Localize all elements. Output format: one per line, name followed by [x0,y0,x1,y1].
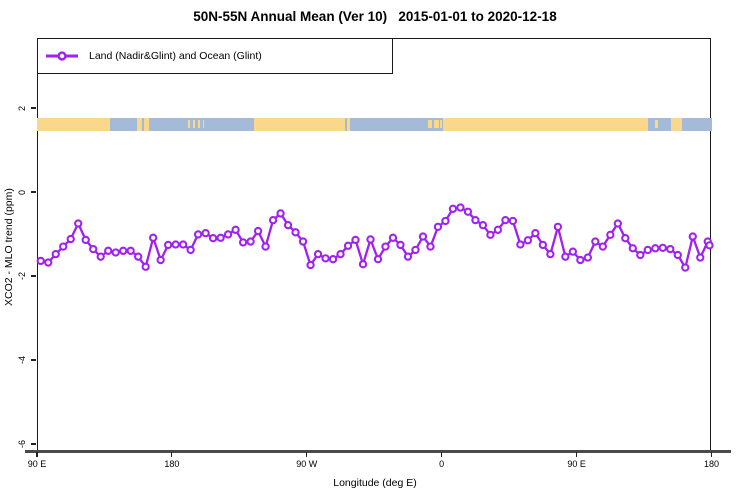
data-point-marker [493,225,503,234]
data-point-marker [636,250,645,260]
data-point-marker [201,229,210,238]
data-point-marker [216,233,225,242]
data-point-marker [186,245,195,255]
data-point-marker [66,234,75,244]
data-point-marker [44,258,53,267]
data-point-marker [81,235,90,245]
data-point-marker [516,240,525,249]
data-point-marker [343,241,353,250]
data-point-marker [366,235,375,244]
data-point-marker [336,250,345,259]
data-point-marker [651,244,660,253]
data-point-marker [433,222,443,232]
data-point-marker [471,215,480,225]
data-point-marker [291,228,300,237]
data-point-marker [643,245,652,255]
data-point-marker [388,233,398,242]
legend-box: Land (Nadir&Glint) and Ocean (Glint) [37,38,393,74]
data-point-marker [561,252,570,261]
data-point-marker [134,252,143,261]
data-point-marker [583,253,592,262]
data-point-marker [111,248,120,257]
data-point-marker [418,232,428,241]
x-axis-title: Longitude (deg E) [333,477,417,489]
data-point-marker [681,263,690,272]
data-point-marker [126,246,135,255]
data-point-marker [486,230,495,239]
data-point-marker [523,236,533,245]
data-point-marker [253,226,263,236]
data-point-marker [501,215,510,225]
data-point-marker [283,221,293,230]
data-point-marker [306,260,315,270]
chart-title: 50N-55N Annual Mean (Ver 10) 2015-01-01 … [193,9,557,24]
data-point-marker [178,240,188,249]
data-point-marker [568,247,578,256]
data-point-marker [351,235,360,245]
y-axis-title: XCO2 - MLO trend (ppm) [3,188,15,307]
data-point-marker [321,254,330,263]
data-point-marker [673,250,682,260]
data-point-marker [546,250,555,259]
data-point-marker [411,245,420,255]
data-point-marker [231,225,240,234]
data-point-marker [298,237,308,246]
data-point-marker [531,229,540,238]
data-point-marker [441,216,450,226]
data-point-marker [553,222,563,232]
data-point-marker [613,219,622,228]
data-point-marker [238,238,248,247]
data-point-marker [373,255,383,264]
data-point-marker [141,262,150,271]
data-point-marker [463,207,473,216]
data-point-marker [74,219,83,228]
data-point-marker [51,250,60,259]
data-point-marker [193,230,203,239]
data-point-marker [104,246,113,255]
data-point-marker [59,242,68,251]
data-point-marker [96,252,105,261]
data-point-marker [621,234,630,243]
data-point-marker [246,237,255,246]
data-point-marker [208,234,218,243]
data-point-marker [396,240,405,250]
legend-label: Land (Nadir&Glint) and Ocean (Glint) [89,50,262,62]
data-point-marker [591,237,600,246]
data-point-marker [456,203,465,212]
data-point-marker [658,243,667,253]
data-point-marker [508,216,518,226]
data-point-marker [606,230,615,239]
data-point-marker [381,242,390,251]
data-point-marker [328,255,338,264]
data-point-marker [156,255,165,265]
data-point-marker [164,240,173,250]
legend-marker-icon [46,51,78,61]
data-point-marker [688,232,697,241]
data-point-marker [628,244,637,253]
data-point-marker [448,204,458,213]
data-point-marker [149,233,158,242]
data-point-marker [696,253,705,262]
data-point-marker [276,209,285,218]
data-point-marker [478,221,488,230]
x-axis-line [25,450,731,453]
data-point-marker [538,240,548,250]
data-point-marker [36,256,45,266]
data-point-marker [705,241,714,250]
data-point-marker [89,244,98,254]
data-point-marker [426,242,435,251]
data-point-marker [313,250,323,259]
data-point-marker [358,260,368,269]
data-point-marker [223,230,233,239]
data-point-marker [598,242,607,251]
data-point-marker [666,244,675,254]
data-point-marker [171,240,180,249]
data-point-marker [261,242,270,251]
data-point-marker [268,215,278,225]
data-point-marker [119,246,128,255]
data-point-marker [576,255,585,265]
data-point-marker [403,252,413,261]
